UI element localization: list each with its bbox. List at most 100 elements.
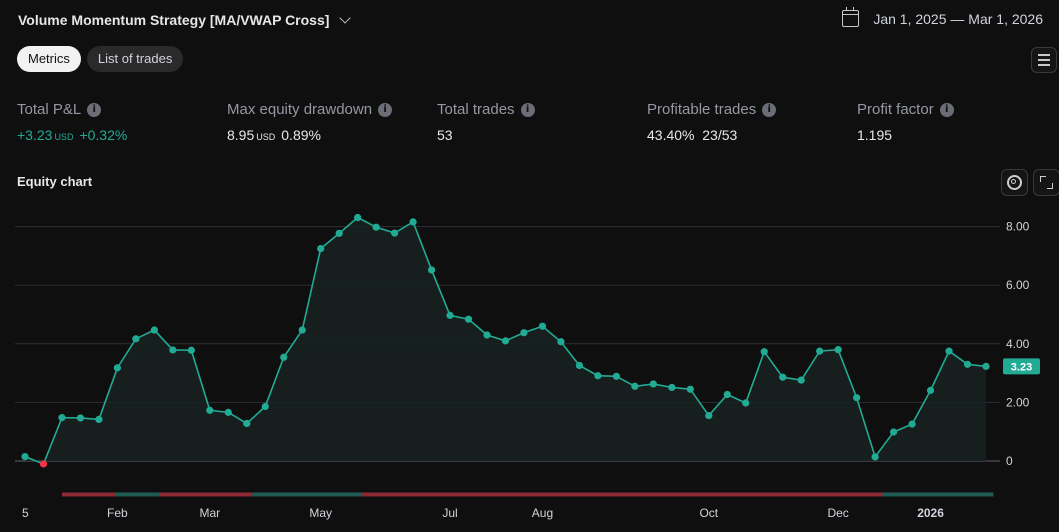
equity-point <box>483 331 491 339</box>
last-value-badge <box>1003 358 1040 375</box>
equity-point <box>243 419 251 428</box>
equity-point <box>686 385 694 393</box>
drawdown-value: 8.95 <box>227 127 255 143</box>
equity-point <box>834 346 842 354</box>
equity-point <box>409 218 417 226</box>
tab-bar: Metrics List of trades <box>17 46 184 72</box>
equity-point <box>723 390 731 399</box>
metric-label: Total trades <box>437 101 515 118</box>
trade-band-loss <box>159 492 253 497</box>
y-tick-label: 2.00 <box>1006 395 1030 409</box>
equity-chart[interactable]: 0 2.00 4.00 6.00 8.00 3.23 5 Feb Mar May Jul Aug Oct… <box>0 195 1059 532</box>
last-value-label: 3.23 <box>1011 361 1032 373</box>
equity-point <box>982 362 990 370</box>
equity-point <box>557 338 565 346</box>
pnl-unit: USD <box>54 132 74 142</box>
equity-point <box>280 353 288 361</box>
equity-point <box>427 266 436 274</box>
gear-icon <box>1007 175 1022 190</box>
metric-profitable-trades: Profitable trades i 43.40% 23/53 <box>647 101 777 143</box>
metric-value: 8.95 USD 0.89% <box>227 127 392 143</box>
fullscreen-button[interactable] <box>1033 169 1059 196</box>
metric-label: Max equity drawdown <box>227 101 373 118</box>
y-tick-label: 4.00 <box>1006 337 1030 351</box>
equity-point <box>612 372 620 380</box>
equity-point <box>538 322 547 330</box>
trade-band-loss <box>61 492 116 497</box>
equity-area <box>25 217 986 464</box>
y-tick-label: 0 <box>1006 454 1013 468</box>
info-icon[interactable]: i <box>939 102 954 117</box>
x-tick-label: Oct <box>699 506 718 520</box>
tab-metrics[interactable]: Metrics <box>17 46 81 72</box>
equity-point <box>945 347 953 355</box>
equity-point <box>76 414 85 422</box>
metric-profit-factor: Profit factor i 1.195 <box>857 101 954 143</box>
equity-point <box>889 428 898 436</box>
metric-label: Profit factor <box>857 101 934 118</box>
x-tick-label: 2026 <box>917 506 944 520</box>
equity-point <box>520 329 528 337</box>
strategy-selector[interactable]: Volume Momentum Strategy [MA/VWAP Cross] <box>18 12 352 28</box>
equity-point <box>224 408 232 416</box>
trade-band-loss <box>361 492 883 497</box>
metric-total-pnl: Total P&L i +3.23 USD +0.32% <box>17 101 127 143</box>
equity-point <box>169 346 177 354</box>
equity-point <box>446 311 454 319</box>
equity-point <box>668 383 676 392</box>
profitable-percent: 43.40% <box>647 127 695 143</box>
equity-point <box>631 382 639 390</box>
metric-label: Total P&L <box>17 101 82 118</box>
equity-point <box>705 411 713 420</box>
info-icon[interactable]: i <box>87 102 102 117</box>
equity-point <box>372 223 380 231</box>
expand-icon <box>1040 176 1046 182</box>
metric-value: 1.195 <box>857 127 893 143</box>
equity-point <box>594 372 602 380</box>
date-range-selector[interactable]: Jan 1, 2025 — Mar 1, 2026 <box>842 7 1043 27</box>
equity-point <box>132 335 140 343</box>
x-tick-label: Aug <box>532 506 553 520</box>
equity-point <box>816 347 824 355</box>
menu-icon[interactable] <box>1031 47 1057 73</box>
trade-band-win <box>252 492 362 497</box>
info-icon[interactable]: i <box>762 102 777 117</box>
equity-point <box>853 394 861 402</box>
metric-total-trades: Total trades i 53 <box>437 101 535 143</box>
info-icon[interactable]: i <box>520 102 535 117</box>
equity-point <box>39 460 48 468</box>
equity-point <box>963 360 972 368</box>
pnl-percent: +0.32% <box>79 127 128 143</box>
equity-point <box>261 402 269 411</box>
chart-settings-button[interactable] <box>1001 169 1028 196</box>
equity-point <box>206 406 214 414</box>
metric-value: +3.23 USD +0.32% <box>17 127 127 143</box>
equity-point <box>742 399 750 407</box>
equity-point <box>150 326 158 334</box>
equity-point <box>298 326 306 334</box>
equity-point <box>21 453 29 461</box>
x-tick-label: May <box>309 506 332 520</box>
tab-list-of-trades[interactable]: List of trades <box>86 46 184 72</box>
equity-point <box>354 213 362 222</box>
equity-point <box>649 380 657 388</box>
equity-point <box>391 229 399 237</box>
equity-point <box>335 229 343 237</box>
x-tick-label: 5 <box>22 506 29 520</box>
y-tick-label: 6.00 <box>1006 278 1030 292</box>
x-tick-label: Mar <box>199 506 220 520</box>
equity-point <box>797 376 805 384</box>
equity-point <box>926 386 935 394</box>
trade-band-win <box>882 492 994 497</box>
equity-point <box>908 420 916 428</box>
info-icon[interactable]: i <box>378 102 393 117</box>
equity-chart-title: Equity chart <box>17 174 93 189</box>
x-tick-label: Feb <box>107 506 128 520</box>
chevron-down-icon <box>339 12 352 24</box>
pnl-value: +3.23 <box>17 127 53 143</box>
equity-point <box>464 315 473 323</box>
equity-point <box>58 414 66 422</box>
equity-point <box>317 244 325 253</box>
equity-point <box>113 364 122 372</box>
metric-value: 43.40% 23/53 <box>647 127 776 143</box>
